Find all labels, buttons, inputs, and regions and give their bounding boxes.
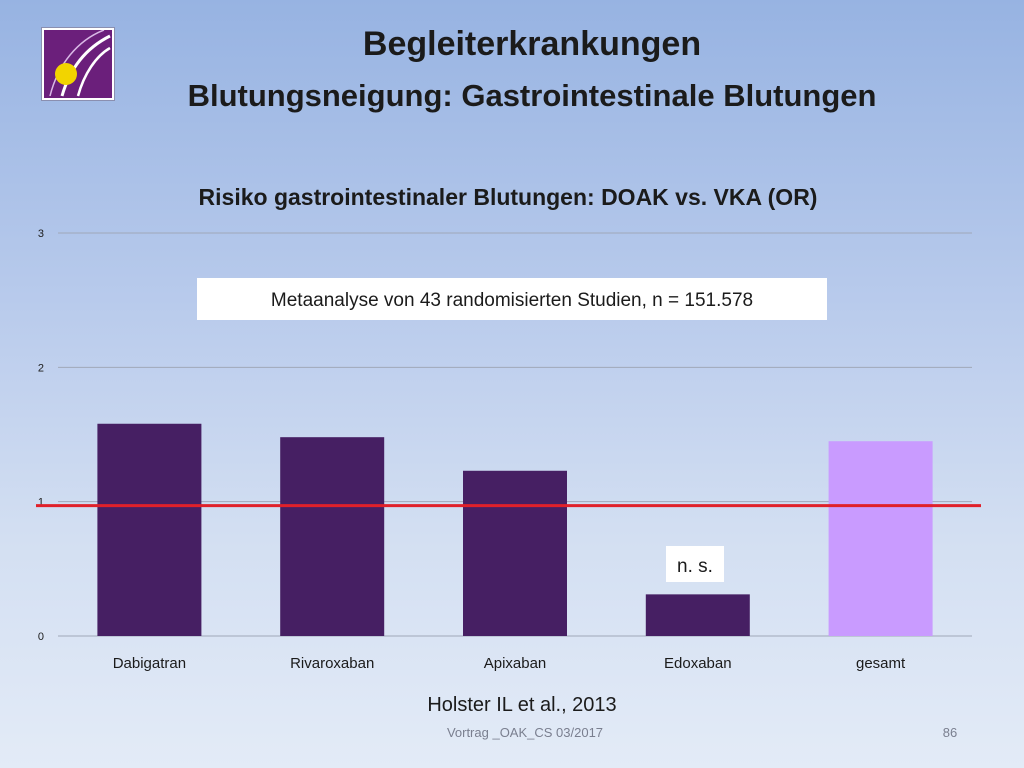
x-tick-label-dabigatran: Dabigatran xyxy=(113,655,186,672)
slide-title: Begleiterkrankungen xyxy=(362,25,702,63)
logo-icon xyxy=(42,28,114,100)
y-tick-label-3: 3 xyxy=(38,228,44,240)
page-number: 86 xyxy=(942,725,958,740)
y-tick-label-1: 1 xyxy=(38,497,44,509)
chart-title: Risiko gastrointestinaler Blutungen: DOA… xyxy=(199,184,818,210)
bar-edoxaban xyxy=(645,594,750,636)
ns-annotation-box xyxy=(666,546,724,582)
study-annotation-box xyxy=(197,278,827,320)
study-annotation-text: Metaanalyse von 43 randomisierten Studie… xyxy=(271,290,753,311)
y-tick-label-2: 2 xyxy=(38,362,44,374)
bar-apixaban xyxy=(463,470,567,636)
x-tick-label-edoxaban: Edoxaban xyxy=(664,655,732,672)
bar-dabigatran xyxy=(97,423,202,636)
bar-gesamt xyxy=(828,441,933,636)
x-tick-label-rivaroxaban: Rivaroxaban xyxy=(290,655,374,672)
x-tick-label-gesamt: gesamt xyxy=(856,655,906,672)
y-tick-label-0: 0 xyxy=(38,631,44,643)
footer-left: Vortrag _OAK_CS 03/2017 xyxy=(446,725,604,740)
slide-subtitle: Blutungsneigung: Gastrointestinale Blutu… xyxy=(187,78,877,113)
x-tick-label-apixaban: Apixaban xyxy=(484,655,547,672)
bar-rivaroxaban xyxy=(280,437,385,636)
source-citation: Holster IL et al., 2013 xyxy=(427,694,616,716)
ns-annotation-text: n. s. xyxy=(677,556,713,577)
